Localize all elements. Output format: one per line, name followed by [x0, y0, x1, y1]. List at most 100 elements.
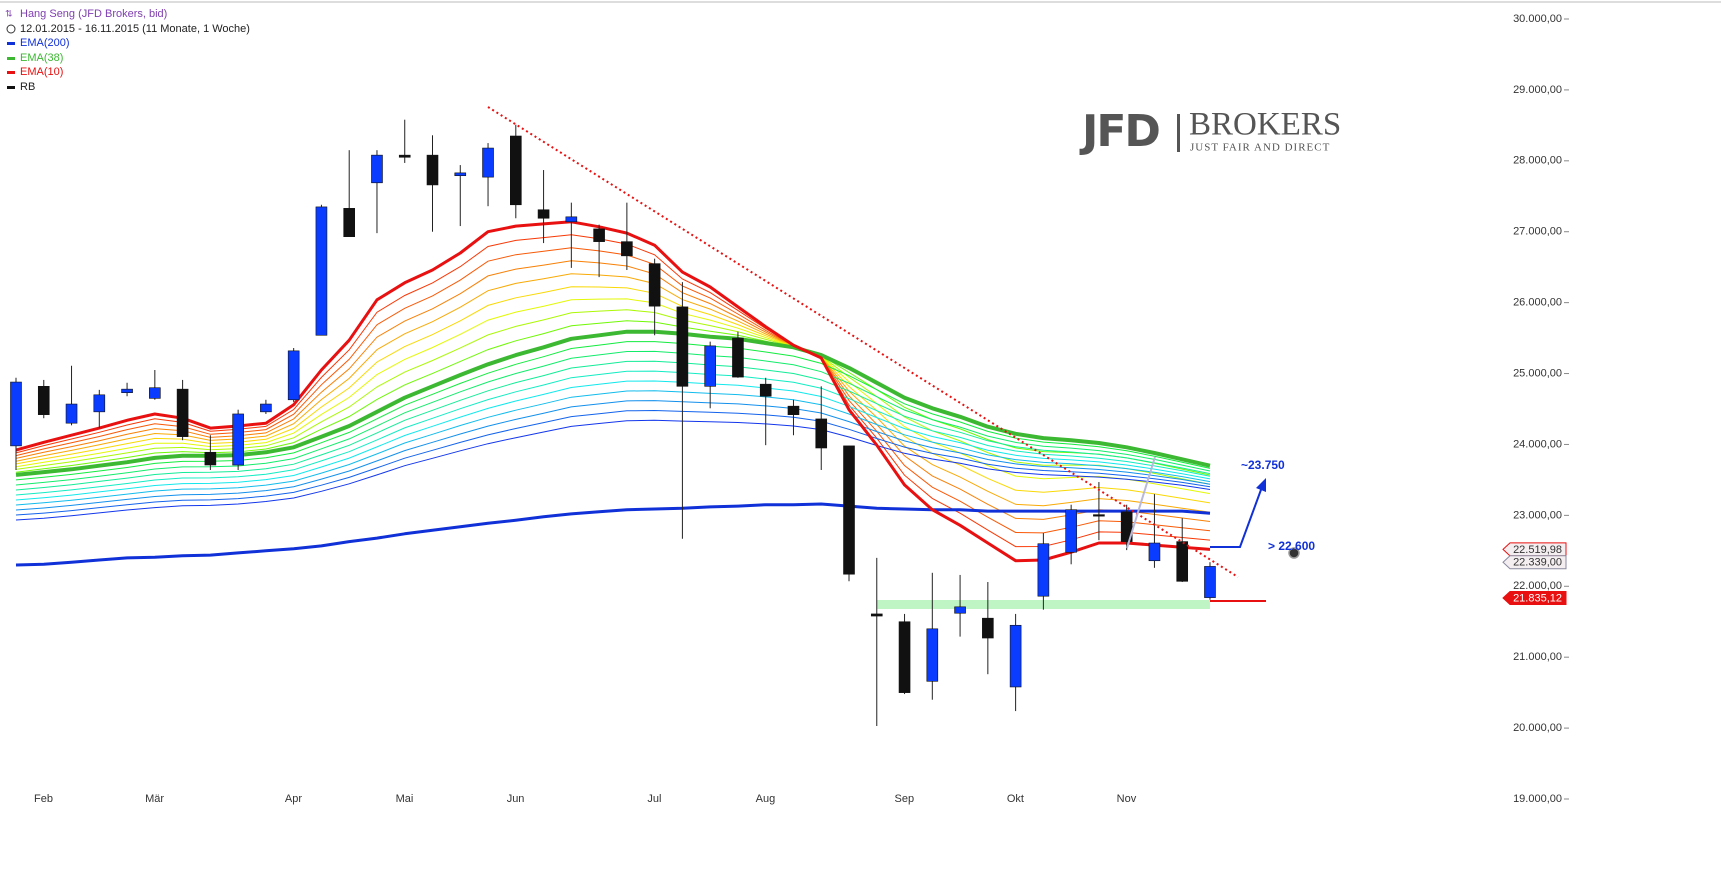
x-tick-label: Mai [396, 793, 414, 805]
price-label-box [1502, 542, 1567, 557]
candle-body [954, 606, 966, 614]
chart-subtitle: 12.01.2015 - 16.11.2015 (11 Monate, 1 Wo… [20, 23, 250, 35]
candle-body [10, 381, 22, 447]
candle-body [93, 394, 106, 413]
x-tick-label: Aug [756, 793, 776, 805]
candle-body [1148, 542, 1161, 562]
candle-body [454, 172, 467, 177]
candle-body [870, 613, 883, 617]
clock-icon [6, 24, 16, 34]
legend-swatch [7, 86, 15, 89]
candle-body [1120, 511, 1133, 542]
price-label-box [1502, 555, 1567, 570]
annotation-level: > 22.600 [1268, 539, 1315, 553]
candle-body [1176, 541, 1189, 582]
x-tick-label: Sep [895, 793, 915, 805]
y-tick-label: 25.000,00 [1513, 367, 1562, 379]
candle-body [149, 387, 161, 399]
ema-ribbon [15, 350, 1211, 486]
ema-ribbon [15, 247, 1211, 534]
ema-line [15, 502, 1211, 567]
legend-label: EMA(200) [20, 37, 70, 49]
legend-label: RB [20, 81, 35, 93]
projection-arrow [1256, 478, 1266, 492]
logo-name: JFD [1079, 106, 1159, 157]
candle-body [898, 621, 911, 693]
candle-body [732, 337, 744, 378]
ema-ribbon [15, 360, 1211, 491]
candle-body [621, 241, 633, 257]
y-tick-label: 28.000,00 [1513, 155, 1562, 167]
ema-ribbon [15, 400, 1211, 511]
candle-body [1065, 509, 1077, 553]
x-tick-label: Okt [1007, 793, 1024, 805]
candle-body [260, 403, 272, 413]
x-tick-label: Jul [647, 793, 661, 805]
ema-ribbon [15, 320, 1211, 476]
candle-body [315, 206, 328, 336]
candle-body [537, 209, 550, 219]
candle-body [843, 445, 855, 575]
candle-body [398, 154, 411, 158]
y-tick-label: 24.000,00 [1513, 438, 1562, 450]
candle-body [65, 403, 78, 424]
ribbon-layer [15, 234, 1211, 548]
price-label: 22.519,98 [1513, 544, 1562, 556]
price-label: 22.339,00 [1513, 557, 1562, 569]
ema-ribbon [15, 380, 1211, 501]
y-tick-label: 20.000,00 [1513, 722, 1562, 734]
legend: ⇅ Hang Seng (JFD Brokers, bid) 12.01.201… [5, 8, 250, 93]
x-tick-label: Nov [1117, 793, 1137, 805]
x-tick-label: Mär [145, 793, 164, 805]
y-axis: 19.000,00 20.000,00 21.000,00 22.000,00 23.0… [34, 13, 1569, 805]
y-tick-label: 23.000,00 [1513, 509, 1562, 521]
ema-ribbon [15, 409, 1211, 516]
logo-divider [1177, 114, 1180, 152]
candles-layer [10, 119, 1216, 726]
y-tick-label: 30.000,00 [1513, 13, 1562, 25]
y-tick-label: 22.000,00 [1513, 580, 1562, 592]
candle-body [704, 345, 716, 387]
candle-body [204, 451, 217, 466]
candle-body [176, 388, 189, 437]
ema-ribbon [15, 286, 1211, 504]
marker-icon [1288, 547, 1300, 559]
candle-body [593, 228, 605, 242]
y-tick-label: 21.000,00 [1513, 651, 1562, 663]
price-label: 21.835,12 [1513, 592, 1562, 604]
ema-ribbon [15, 370, 1211, 496]
projection-path [1210, 486, 1263, 548]
y-tick-label: 27.000,00 [1513, 226, 1562, 238]
candle-body [787, 405, 800, 415]
annotation-target: ~23.750 [1241, 458, 1285, 472]
x-tick-label: Jun [507, 793, 525, 805]
legend-swatch [7, 71, 15, 74]
candle-body [1204, 566, 1216, 598]
chart-title: Hang Seng (JFD Brokers, bid) [20, 8, 167, 20]
candle-body [232, 413, 244, 466]
logo-brand: BROKERS [1189, 107, 1341, 143]
ema-ribbon [15, 341, 1211, 481]
y-tick-label: 29.000,00 [1513, 84, 1562, 96]
logo-tagline: JUST FAIR AND DIRECT [1190, 142, 1330, 154]
swing-line [1126, 456, 1156, 549]
logo: JFD BROKERS JUST FAIR AND DIRECT [1079, 106, 1341, 157]
candle-body [926, 628, 939, 682]
candle-body [1009, 624, 1022, 688]
candle-body [121, 388, 133, 393]
candle-body [982, 617, 994, 639]
ema-ribbon [15, 390, 1211, 506]
candle-body [343, 208, 356, 237]
ema-ribbon [15, 234, 1211, 548]
candle-body [510, 135, 522, 206]
candle-body [37, 386, 50, 415]
ema-ribbon [15, 273, 1211, 513]
y-tick-label: 26.000,00 [1513, 297, 1562, 309]
candle-body [565, 216, 578, 223]
candle-body [815, 418, 828, 449]
candle-body [287, 350, 300, 401]
price-label-box [1502, 590, 1567, 605]
candle-body [676, 306, 689, 387]
candle-body [759, 383, 772, 397]
